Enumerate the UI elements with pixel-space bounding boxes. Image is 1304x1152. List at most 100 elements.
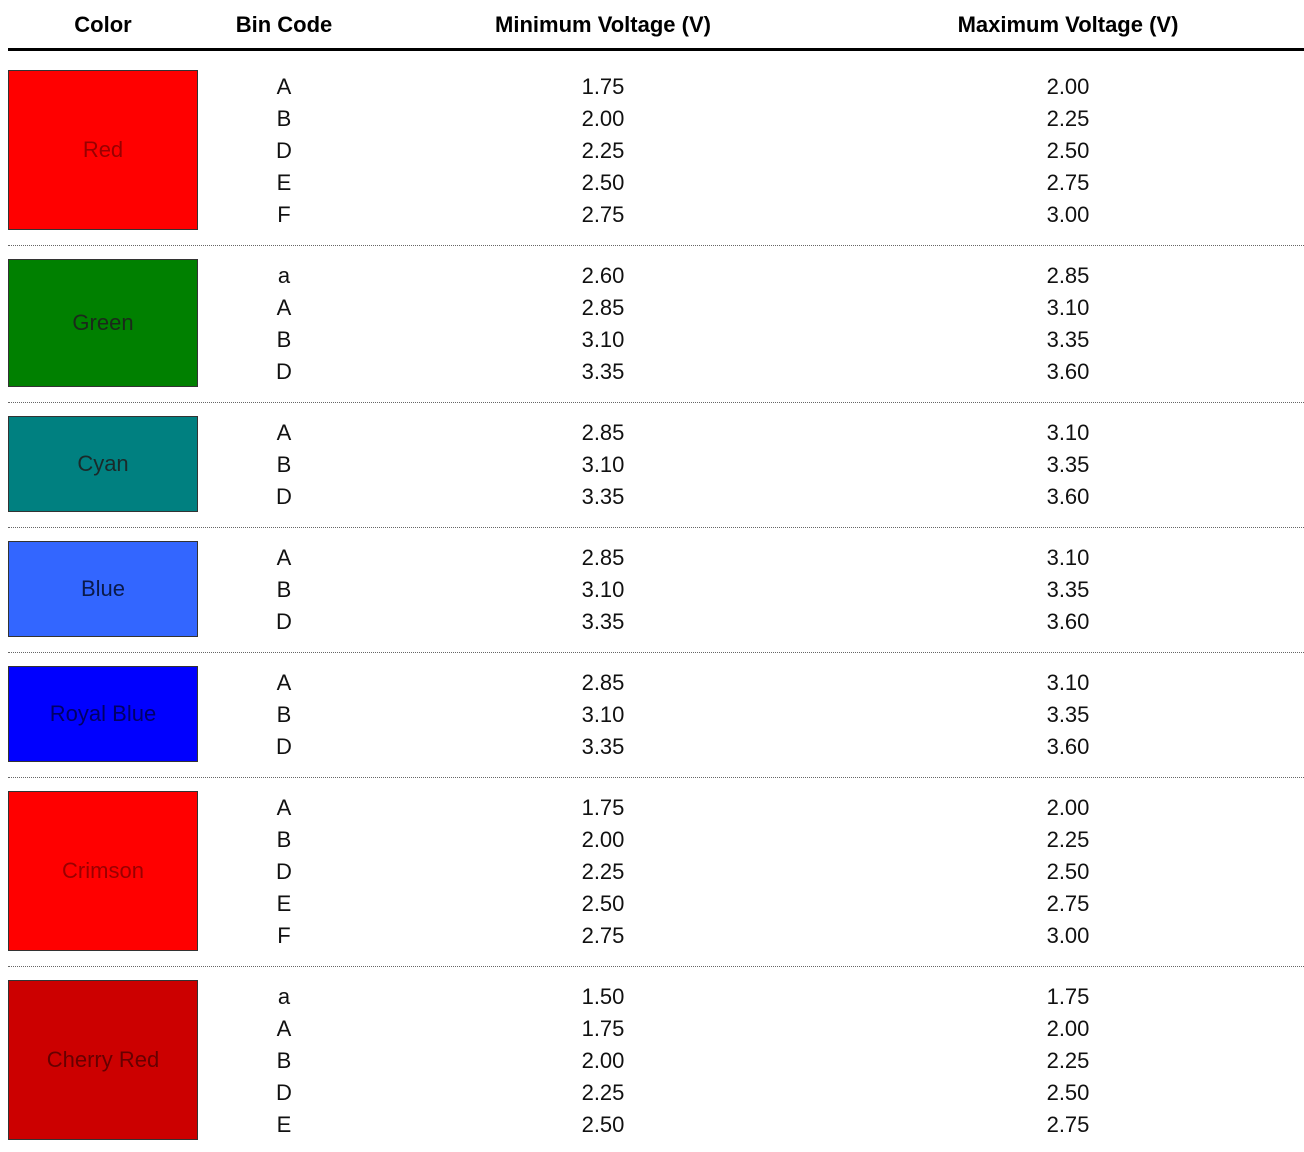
color-swatch: Blue <box>8 541 198 637</box>
min-voltage: 1.50 <box>581 984 625 1009</box>
max-voltage: 2.00 <box>1046 74 1090 99</box>
bin-code: B <box>276 827 292 852</box>
max-voltage: 3.60 <box>1046 609 1090 634</box>
bin-code: B <box>276 106 292 131</box>
header-cell: Maximum Voltage (V) <box>957 12 1179 37</box>
max-voltage: 2.50 <box>1046 859 1090 884</box>
color-swatch: Green <box>8 259 198 387</box>
bin-code: B <box>276 702 292 727</box>
header-rule <box>8 48 1304 51</box>
color-label: Cherry Red <box>46 1047 160 1072</box>
bin-code: B <box>276 1048 292 1073</box>
bin-code: D <box>276 734 292 759</box>
max-voltage: 2.00 <box>1046 795 1090 820</box>
bin-code: A <box>276 295 292 320</box>
max-voltage: 3.00 <box>1046 202 1090 227</box>
max-voltage: 3.35 <box>1046 452 1090 477</box>
max-voltage: 2.25 <box>1046 827 1090 852</box>
bin-code: B <box>276 452 292 477</box>
max-voltage: 3.10 <box>1046 670 1090 695</box>
min-voltage: 3.35 <box>581 484 625 509</box>
bin-code: A <box>276 670 292 695</box>
bin-code: A <box>276 795 292 820</box>
group-separator <box>8 527 1304 528</box>
color-label: Red <box>82 137 124 162</box>
min-voltage: 1.75 <box>581 795 625 820</box>
color-label: Blue <box>80 576 126 601</box>
min-voltage: 2.50 <box>581 1112 625 1137</box>
color-swatch: Cyan <box>8 416 198 512</box>
color-label: Cyan <box>77 451 129 476</box>
max-voltage: 2.00 <box>1046 1016 1090 1041</box>
color-swatch: Royal Blue <box>8 666 198 762</box>
max-voltage: 2.85 <box>1046 263 1090 288</box>
color-label: Royal Blue <box>49 701 157 726</box>
group-separator <box>8 777 1304 778</box>
min-voltage: 3.35 <box>581 609 625 634</box>
header-cell: Bin Code <box>235 12 333 37</box>
max-voltage: 2.75 <box>1046 891 1090 916</box>
color-swatch: Red <box>8 70 198 230</box>
max-voltage: 3.60 <box>1046 359 1090 384</box>
min-voltage: 3.35 <box>581 359 625 384</box>
min-voltage: 2.85 <box>581 545 625 570</box>
bin-code: E <box>276 1112 292 1137</box>
max-voltage: 3.10 <box>1046 545 1090 570</box>
bin-code: D <box>276 859 292 884</box>
min-voltage: 2.85 <box>581 295 625 320</box>
min-voltage: 2.85 <box>581 670 625 695</box>
max-voltage: 3.35 <box>1046 577 1090 602</box>
max-voltage: 2.75 <box>1046 170 1090 195</box>
min-voltage: 1.75 <box>581 74 625 99</box>
min-voltage: 2.85 <box>581 420 625 445</box>
min-voltage: 2.00 <box>581 106 625 131</box>
bin-code: A <box>276 1016 292 1041</box>
max-voltage: 2.25 <box>1046 1048 1090 1073</box>
bin-code: F <box>277 923 291 948</box>
max-voltage: 1.75 <box>1046 984 1090 1009</box>
bin-code: E <box>276 891 292 916</box>
min-voltage: 2.75 <box>581 923 625 948</box>
min-voltage: 3.10 <box>581 577 625 602</box>
group-separator <box>8 966 1304 967</box>
max-voltage: 3.35 <box>1046 702 1090 727</box>
min-voltage: 2.75 <box>581 202 625 227</box>
bin-code: A <box>276 545 292 570</box>
header-cell: Minimum Voltage (V) <box>495 12 711 37</box>
min-voltage: 2.25 <box>581 138 625 163</box>
max-voltage: 3.60 <box>1046 734 1090 759</box>
max-voltage: 3.10 <box>1046 295 1090 320</box>
bin-code: D <box>276 609 292 634</box>
max-voltage: 3.10 <box>1046 420 1090 445</box>
max-voltage: 3.60 <box>1046 484 1090 509</box>
max-voltage: 2.50 <box>1046 1080 1090 1105</box>
max-voltage: 3.35 <box>1046 327 1090 352</box>
bin-code: F <box>277 202 291 227</box>
min-voltage: 2.50 <box>581 170 625 195</box>
min-voltage: 2.50 <box>581 891 625 916</box>
header-cell: Color <box>74 12 132 37</box>
color-label: Green <box>72 310 134 335</box>
group-separator <box>8 652 1304 653</box>
group-separator <box>8 402 1304 403</box>
max-voltage: 2.50 <box>1046 138 1090 163</box>
bin-code: B <box>276 327 292 352</box>
bin-code: E <box>276 170 292 195</box>
min-voltage: 2.60 <box>581 263 625 288</box>
bin-code: A <box>276 74 292 99</box>
bin-code: a <box>277 984 291 1009</box>
bin-code: A <box>276 420 292 445</box>
color-swatch: Cherry Red <box>8 980 198 1140</box>
min-voltage: 3.10 <box>581 327 625 352</box>
min-voltage: 3.10 <box>581 452 625 477</box>
max-voltage: 2.25 <box>1046 106 1090 131</box>
min-voltage: 2.00 <box>581 827 625 852</box>
group-separator <box>8 245 1304 246</box>
bin-code: D <box>276 484 292 509</box>
bin-code: B <box>276 577 292 602</box>
bin-code: D <box>276 138 292 163</box>
min-voltage: 3.35 <box>581 734 625 759</box>
min-voltage: 2.00 <box>581 1048 625 1073</box>
bin-code: D <box>276 359 292 384</box>
